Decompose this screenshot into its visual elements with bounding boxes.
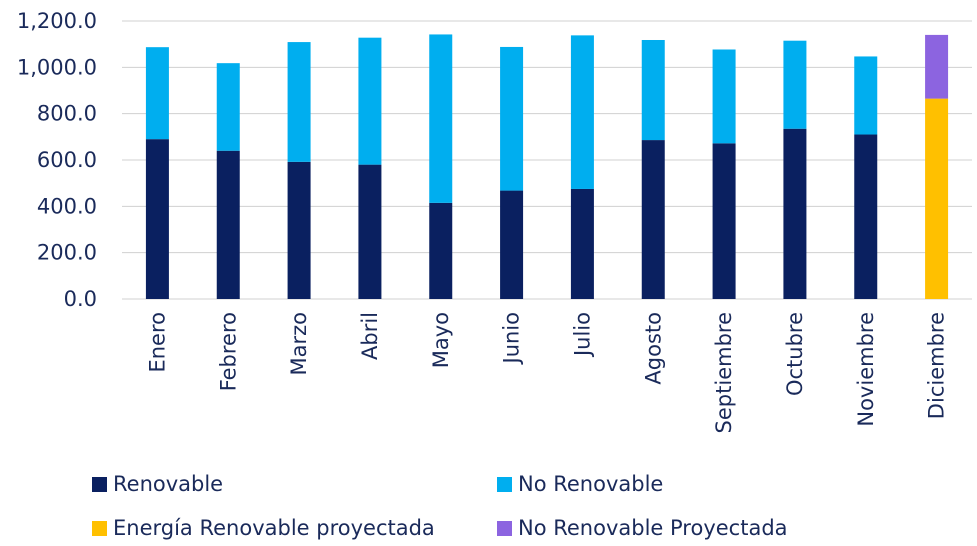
bar-segment — [429, 34, 453, 203]
bar-segment — [358, 37, 382, 165]
legend-label-renovable-proyectada: Energía Renovable proyectada — [113, 516, 435, 540]
bar-segment — [216, 150, 240, 299]
x-tick-label: Marzo — [287, 312, 311, 376]
x-tick-label: Enero — [145, 312, 169, 373]
bar-segment — [500, 190, 524, 299]
bar-segment — [925, 34, 949, 99]
bar-segment — [712, 49, 736, 144]
legend-label-no-renovable: No Renovable — [518, 472, 664, 496]
x-tick-label: Junio — [500, 312, 524, 366]
x-tick-label: Julio — [570, 312, 594, 358]
bar-segment — [570, 188, 594, 299]
bar-segment — [641, 140, 665, 299]
bar-segment — [500, 46, 524, 191]
bars — [145, 34, 949, 299]
y-axis-ticks: 0.0 200.0 400.0 600.0 800.0 1,000.0 1,200.0 — [17, 9, 97, 311]
bar-segment — [783, 40, 807, 129]
y-tick-label: 0.0 — [64, 287, 97, 311]
x-tick-label: Febrero — [216, 312, 240, 391]
bar-segment — [712, 143, 736, 299]
legend-swatch-renovable-proyectada — [92, 520, 107, 536]
x-tick-label: Abril — [358, 312, 382, 360]
y-tick-label: 400.0 — [37, 194, 97, 218]
legend-label-no-renovable-proyectada: No Renovable Proyectada — [518, 516, 788, 540]
bar-segment — [216, 63, 240, 151]
bar-segment — [145, 139, 169, 299]
chart: 0.0 200.0 400.0 600.0 800.0 1,000.0 1,200.0 En… — [17, 9, 972, 433]
bar-segment — [783, 128, 807, 299]
bar-segment — [358, 164, 382, 299]
bar-segment — [570, 35, 594, 189]
legend: Renovable No Renovable Energía Renovable… — [0, 462, 977, 546]
x-tick-label: Diciembre — [925, 312, 949, 419]
legend-swatch-no-renovable — [497, 476, 512, 492]
legend-swatch-no-renovable-proyectada — [497, 520, 512, 536]
bar-segment — [429, 202, 453, 299]
legend-swatch-renovable — [92, 476, 107, 492]
y-tick-label: 800.0 — [37, 102, 97, 126]
legend-item-no-renovable-proyectada: No Renovable Proyectada — [497, 516, 788, 540]
legend-item-no-renovable: No Renovable — [497, 472, 663, 496]
legend-label-renovable: Renovable — [113, 472, 224, 496]
y-tick-label: 600.0 — [37, 148, 97, 172]
bar-segment — [287, 161, 311, 299]
x-axis-ticks: Enero Febrero Marzo Abril Mayo Junio Julio Agos… — [145, 312, 948, 433]
bar-segment — [641, 39, 665, 141]
gridlines — [122, 20, 972, 300]
y-tick-label: 200.0 — [37, 241, 97, 265]
legend-item-renovable-proyectada: Energía Renovable proyectada — [92, 516, 435, 540]
legend-item-renovable: Renovable — [92, 472, 223, 496]
bar-segment — [854, 134, 878, 299]
x-tick-label: Septiembre — [712, 312, 736, 433]
y-tick-label: 1,000.0 — [17, 55, 97, 79]
x-tick-label: Noviembre — [854, 312, 878, 427]
bar-segment — [854, 56, 878, 135]
y-tick-label: 1,200.0 — [17, 9, 97, 33]
bar-segment — [145, 47, 169, 140]
x-tick-label: Octubre — [783, 312, 807, 396]
bar-segment — [287, 42, 311, 162]
bar-segment — [925, 98, 949, 299]
x-tick-label: Mayo — [429, 312, 453, 368]
x-tick-label: Agosto — [641, 312, 665, 385]
